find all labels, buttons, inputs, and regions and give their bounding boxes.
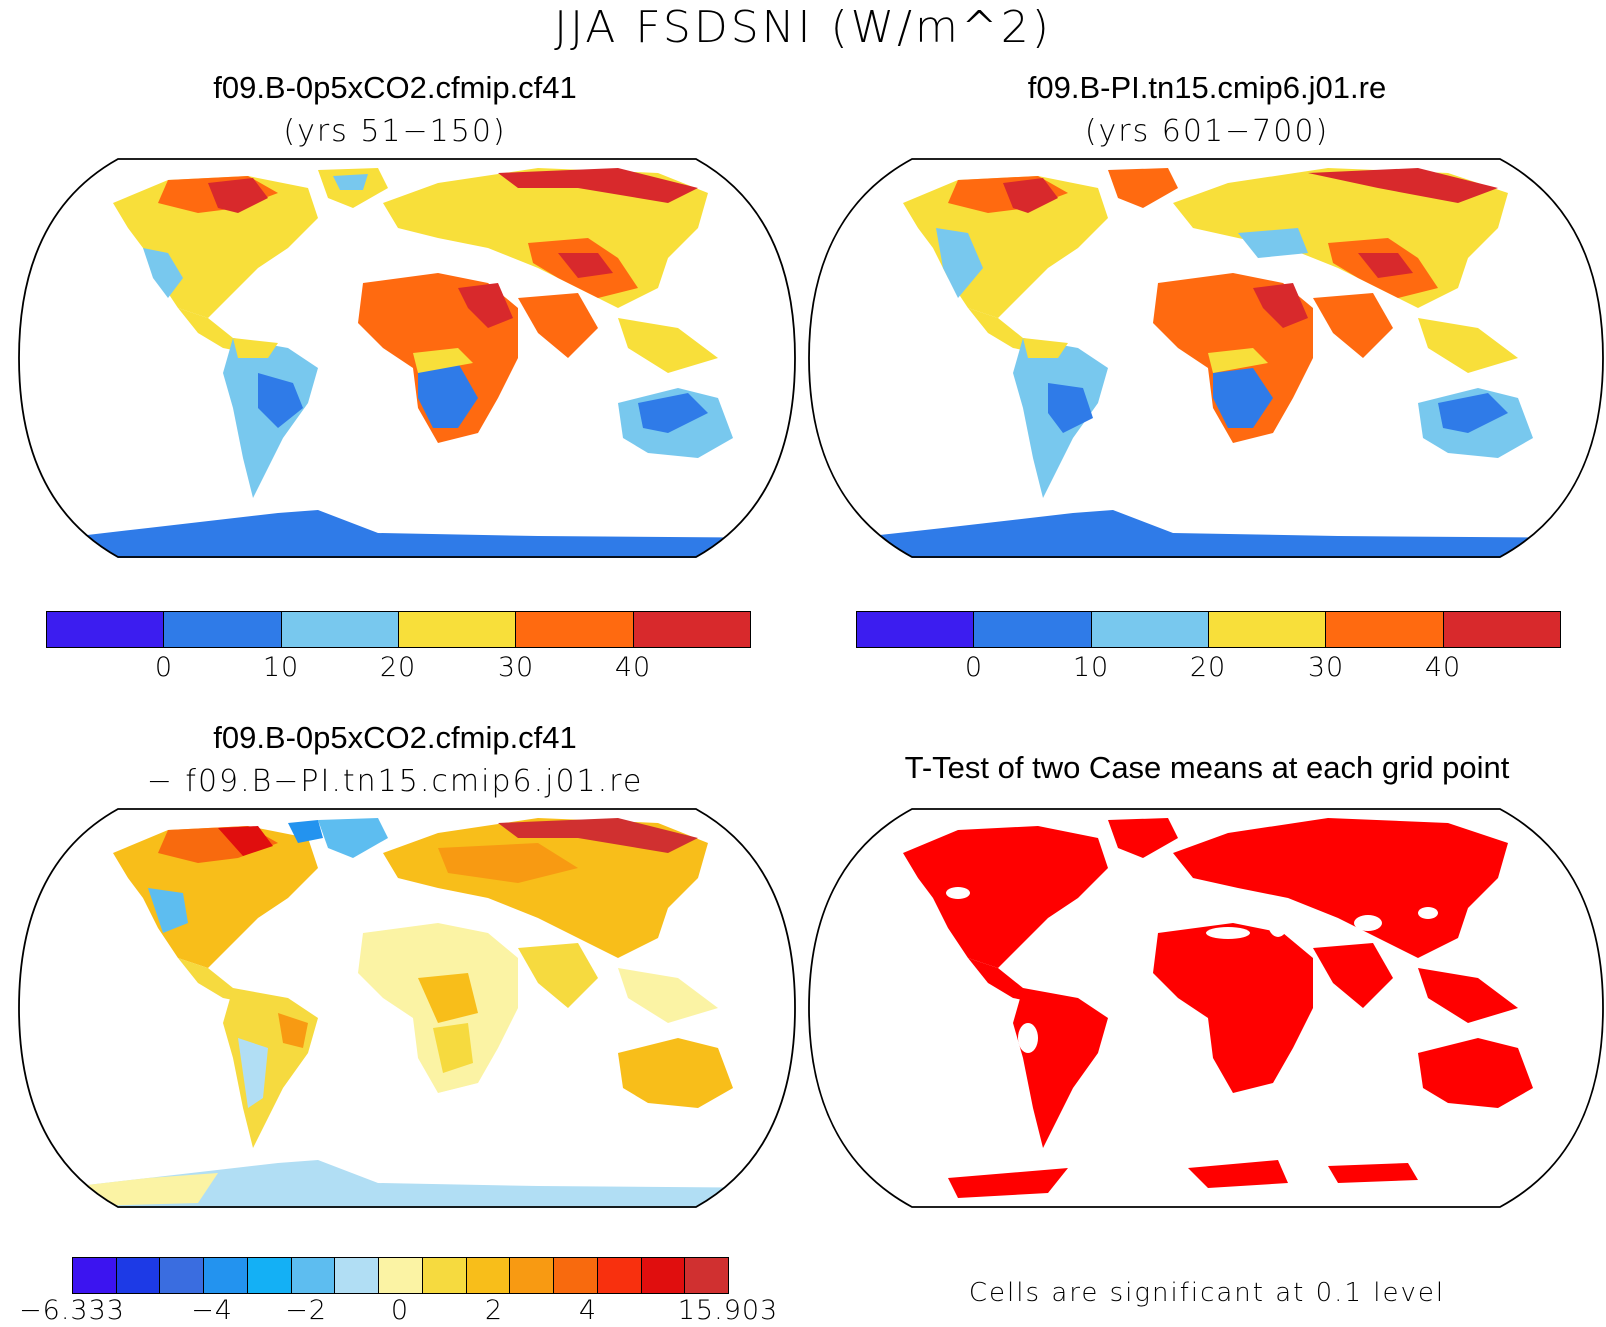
colorbar-swatch [204, 1258, 248, 1293]
colorbar-tick-label: 15.903 [677, 1295, 779, 1326]
colorbar-tick-label: 40 [1424, 652, 1462, 683]
significance-note: Cells are significant at 0.1 level [968, 1278, 1446, 1308]
colorbar-swatch [857, 612, 975, 647]
colorbar-tick-label: 0 [390, 1295, 410, 1326]
colorbar-swatch [641, 1258, 686, 1293]
map-top-right [808, 158, 1604, 558]
panel-title-top-left: f09.B-0p5xCO2.cfmip.cf41 [213, 70, 577, 105]
colorbar-top-left [46, 611, 751, 648]
colorbar-tick-label: 10 [262, 652, 300, 683]
colorbar-swatch [1326, 612, 1444, 647]
colorbar-swatch [516, 612, 634, 647]
panel-subtitle-top-left: (yrs 51−150) [283, 114, 507, 149]
colorbar-swatch [974, 612, 1092, 647]
panel-title-bottom-right: T-Test of two Case means at each grid po… [904, 750, 1510, 785]
colorbar-tick-label: 4 [578, 1295, 598, 1326]
colorbar-swatch [466, 1258, 511, 1293]
map-bottom-right [808, 808, 1604, 1208]
colorbar-tick-label: −4 [191, 1295, 233, 1326]
panel-title-top-right: f09.B-PI.tn15.cmip6.j01.re [1027, 70, 1387, 105]
colorbar-swatch [247, 1258, 292, 1293]
colorbar-swatch [335, 1258, 380, 1293]
colorbar-tick-label: −2 [285, 1295, 327, 1326]
colorbar-swatch [116, 1258, 161, 1293]
colorbar-swatch [633, 612, 750, 647]
colorbar-swatch [73, 1258, 117, 1293]
colorbar-swatch [597, 1258, 642, 1293]
colorbar-swatch [47, 612, 165, 647]
colorbar-swatch [379, 1258, 423, 1293]
colorbar-swatch [1208, 612, 1327, 647]
panel-subtitle-bottom-left: − f09.B−PI.tn15.cmip6.j01.re [146, 764, 644, 799]
colorbar-tick-label: 40 [614, 652, 652, 683]
colorbar-tick-label: 0 [964, 652, 984, 683]
colorbar-swatch [281, 612, 399, 647]
colorbar-swatch [164, 612, 282, 647]
map-bottom-left [18, 808, 796, 1208]
map-top-left [18, 158, 796, 558]
colorbar-swatch [685, 1258, 729, 1293]
colorbar-top-right [856, 611, 1561, 648]
colorbar-difference [72, 1257, 729, 1294]
colorbar-tick-label: 0 [154, 652, 174, 683]
colorbar-swatch [160, 1258, 205, 1293]
colorbar-tick-label: 20 [1189, 652, 1227, 683]
colorbar-swatch [554, 1258, 598, 1293]
colorbar-tick-label: 2 [484, 1295, 504, 1326]
colorbar-tick-label: 30 [1307, 652, 1345, 683]
panel-subtitle-top-right: (yrs 601−700) [1084, 114, 1330, 149]
colorbar-swatch [510, 1258, 555, 1293]
colorbar-swatch [1091, 612, 1209, 647]
colorbar-tick-label: 30 [497, 652, 535, 683]
colorbar-tick-label: 10 [1072, 652, 1110, 683]
figure-title: JJA FSDSNI (W/m^2) [554, 2, 1052, 53]
colorbar-tick-label: 20 [379, 652, 417, 683]
colorbar-swatch [398, 612, 517, 647]
colorbar-tick-label: −6.333 [19, 1295, 125, 1326]
colorbar-swatch [1443, 612, 1560, 647]
panel-title-bottom-left: f09.B-0p5xCO2.cfmip.cf41 [213, 720, 577, 755]
colorbar-swatch [291, 1258, 336, 1293]
colorbar-swatch [422, 1258, 467, 1293]
